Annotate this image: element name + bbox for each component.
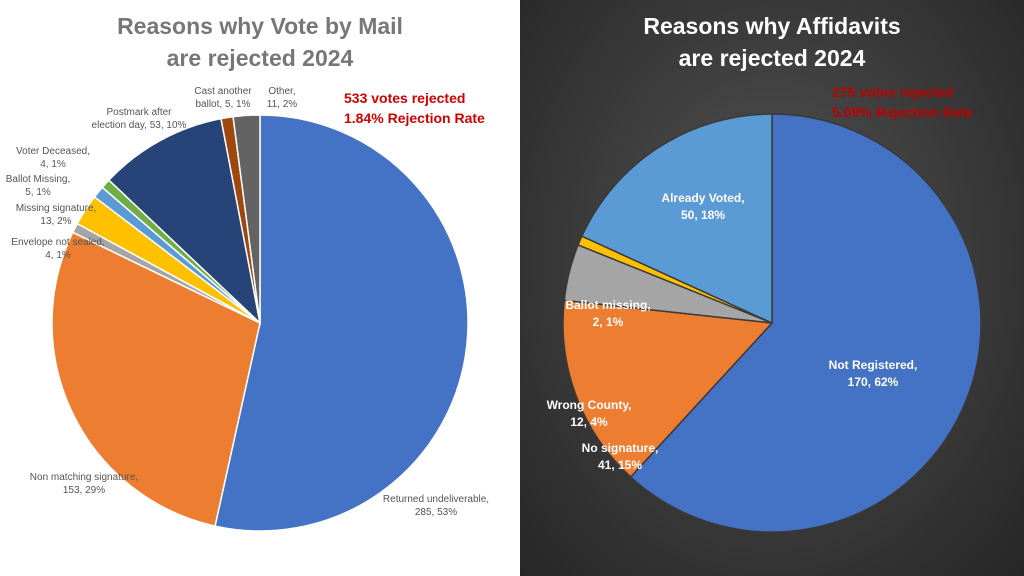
rejection-rate: 5.09% Rejection Rate [832,104,973,120]
vote-by-mail-panel: Reasons why Vote by Mail are rejected 20… [0,10,520,532]
slice-label-missing-signature: Missing signature, 13, 2% [16,202,97,228]
slice-label-returned-undeliverable: Returned undeliverable, 285, 53% [383,493,489,519]
slice-label-ballot-missing: Ballot missing, 2, 1% [565,297,650,331]
chart-title-line: Reasons why Affidavits [643,13,901,39]
slice-label-line: Other, [268,86,296,97]
slice-label-line: 50, 18% [680,208,726,222]
slice-label-line: 12, 4% [570,415,608,429]
slice-label-line: 4, 1% [45,250,71,261]
slice-label-line: Envelope not sealed, [11,237,105,248]
slice-label-cast-another-ballot: Cast another ballot, 5, 1% [194,85,251,111]
slice-label-line: 285, 53% [414,507,458,518]
rejection-count: 275 votes rejected [832,84,954,100]
rejection-count: 533 votes rejected [344,90,466,106]
pie-slice-postmark-after-election-day [107,117,262,326]
slice-label-line: 41, 15% [597,458,643,472]
rejection-note: 275 votes rejected 5.09% Rejection Rate [832,82,973,122]
pie-slice-returned-undeliverable [214,114,469,532]
chart-title-line: are rejected 2024 [166,45,354,71]
chart-title-line: are rejected 2024 [678,45,866,71]
slice-label-voter-deceased: Voter Deceased, 4, 1% [16,145,90,171]
slice-label-line: 11, 2% [266,99,298,110]
pie-slice-no-signature [562,299,774,479]
pie-slice-not-registered [629,113,982,533]
chart-title: Reasons why Vote by Mail are rejected 20… [0,10,520,74]
slice-label-line: 13, 2% [40,216,72,227]
slice-label-line: 170, 62% [847,375,899,389]
pie-slice-already-voted [580,113,773,325]
chart-title: Reasons why Affidavits are rejected 2024 [520,10,1024,74]
slice-label-line: Voter Deceased, [16,146,90,157]
pie-slice-non-matching-signature [51,231,261,527]
slice-label-line: No signature, [581,441,659,455]
slice-label-line: Already Voted, [661,191,745,205]
slice-label-line: Ballot Missing, [5,174,71,185]
slice-label-line: Ballot missing, [565,298,651,312]
slice-label-line: 2, 1% [592,315,624,329]
slice-label-non-matching-signature: Non matching signature, 153, 29% [30,471,138,497]
slice-label-no-signature: No signature, 41, 15% [582,440,659,474]
pie-slice-other [232,114,261,324]
slice-label-line: Wrong County, [546,398,632,412]
vote-by-mail-pie [51,114,469,532]
slice-label-line: Missing signature, [15,203,97,214]
slice-label-line: 4, 1% [40,159,66,170]
affidavit-panel: Reasons why Affidavits are rejected 2024… [520,0,1024,576]
slice-label-line: election day, 53, 10% [91,120,187,131]
slice-label-wrong-county: Wrong County, 12, 4% [547,397,632,431]
slice-label-line: 153, 29% [62,485,106,496]
chart-title-line: Reasons why Vote by Mail [117,13,403,39]
slice-label-line: Cast another [194,86,252,97]
slice-label-ballot-missing: Ballot Missing, 5, 1% [6,173,70,199]
slice-label-not-registered: Not Registered, 170, 62% [829,357,918,391]
slice-label-line: Postmark after [106,107,172,118]
slice-label-postmark-after-election-day: Postmark after election day, 53, 10% [92,106,187,132]
rejection-rate: 1.84% Rejection Rate [344,110,485,126]
slice-label-envelope-not-sealed: Envelope not sealed, 4, 1% [11,236,104,262]
slice-label-already-voted: Already Voted, 50, 18% [661,190,744,224]
slice-label-line: Not Registered, [828,358,918,372]
slice-label-line: Returned undeliverable, [382,494,490,505]
slice-label-line: Non matching signature, [29,472,139,483]
rejection-note: 533 votes rejected 1.84% Rejection Rate [344,88,485,128]
slice-label-line: 5, 1% [25,187,51,198]
affidavit-pie [562,113,982,533]
slice-label-other: Other, 11, 2% [267,85,297,111]
slice-label-line: ballot, 5, 1% [195,99,251,110]
